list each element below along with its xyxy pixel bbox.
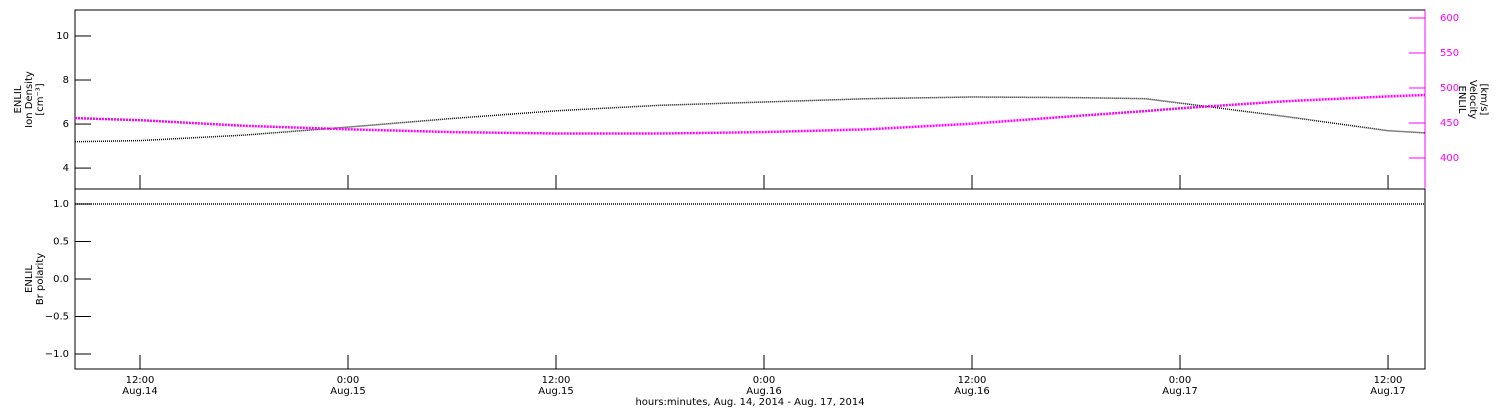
y2-tick-label: 500	[1440, 83, 1459, 94]
y-tick-label: −0.5	[45, 312, 69, 323]
x-tick-date: Aug.16	[954, 386, 989, 397]
x-tick-label: 0:00	[753, 375, 775, 386]
y-tick-label: −1.0	[45, 349, 69, 360]
y-tick-label: 0.5	[53, 237, 69, 248]
y2-axis-label: Velocity	[1467, 80, 1478, 119]
y2-tick-label: 450	[1440, 118, 1459, 129]
y-tick-label: 6	[63, 119, 69, 130]
y2-tick-label: 400	[1440, 153, 1459, 164]
y-axis-label: ENLIL	[24, 265, 35, 293]
y-tick-label: 8	[63, 75, 69, 86]
x-tick-label: 0:00	[337, 375, 359, 386]
y-tick-label: 1.0	[53, 199, 69, 210]
x-tick-label: 12:00	[126, 375, 155, 386]
x-axis-label: hours:minutes, Aug. 14, 2014 - Aug. 17, …	[635, 397, 864, 408]
x-tick-date: Aug.17	[1370, 386, 1405, 397]
y-tick-label: 0.0	[53, 274, 69, 285]
y-tick-label: 10	[56, 31, 69, 42]
y-tick-label: 4	[63, 163, 69, 174]
x-tick-label: 0:00	[1169, 375, 1191, 386]
x-tick-date: Aug.15	[330, 386, 365, 397]
y2-tick-label: 600	[1440, 13, 1459, 24]
x-tick-date: Aug.15	[538, 386, 573, 397]
y2-axis-label: [km/s]	[1478, 84, 1489, 116]
x-tick-label: 12:00	[542, 375, 571, 386]
y-axis-label: [cm⁻³]	[35, 83, 46, 115]
data-line	[74, 96, 1426, 143]
x-tick-date: Aug.16	[746, 386, 781, 397]
x-tick-date: Aug.14	[122, 386, 157, 397]
x-tick-label: 12:00	[958, 375, 987, 386]
y2-tick-label: 550	[1440, 48, 1459, 59]
y2-axis-label: ENLIL	[1456, 86, 1467, 114]
y-axis-label: Ion Density	[24, 71, 35, 128]
top-panel-frame	[74, 9, 1426, 190]
y-axis-label: ENLIL	[13, 85, 24, 113]
x-tick-label: 12:00	[1374, 375, 1403, 386]
y-axis-label: Br polarity	[35, 253, 46, 305]
x-tick-date: Aug.17	[1162, 386, 1197, 397]
data-line	[74, 93, 1426, 135]
bottom-panel-frame	[74, 188, 1426, 370]
